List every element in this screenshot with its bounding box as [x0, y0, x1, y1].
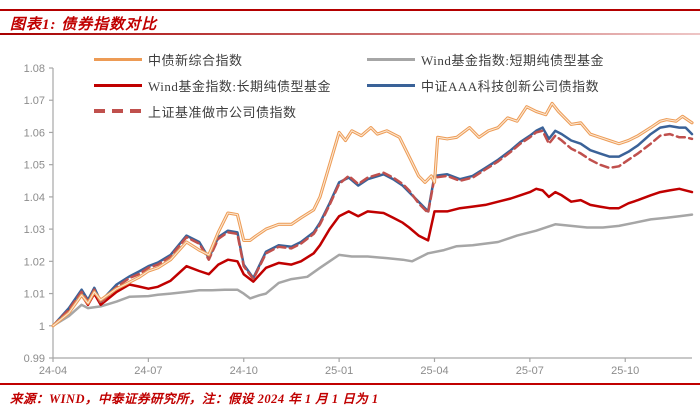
series-line-3	[51, 124, 694, 328]
chart-legend: 中债新综合指数 Wind基金指数:短期纯债型基金 Wind基金指数:长期纯债型基金 中…	[94, 46, 604, 124]
y-tick-label: 1.06	[24, 127, 45, 139]
legend-line-swatch	[94, 83, 142, 87]
y-tick-label: 1	[39, 321, 45, 333]
legend-dashed-line-swatch	[94, 109, 142, 113]
legend-line-swatch	[367, 57, 415, 61]
legend-line-swatch	[94, 57, 142, 61]
legend-label: 中证AAA科技创新公司债指数	[421, 78, 600, 94]
figure-title: 图表1: 债券指数对比	[10, 17, 158, 33]
legend-item-0: 中债新综合指数	[94, 50, 367, 69]
y-tick-label: 0.99	[24, 353, 45, 365]
series-line-0	[51, 101, 694, 328]
y-tick-label: 1.01	[24, 289, 45, 301]
legend-item-2: Wind基金指数:长期纯债型基金	[94, 76, 367, 95]
series-line-core-0	[52, 102, 693, 327]
top-divider	[0, 9, 700, 11]
x-tick-label: 24-10	[230, 365, 258, 377]
y-tick-label: 1.04	[24, 192, 45, 204]
legend-label: Wind基金指数:短期纯债型基金	[421, 52, 604, 68]
legend-label: Wind基金指数:长期纯债型基金	[148, 78, 331, 94]
x-tick-label: 25-07	[516, 365, 544, 377]
x-tick-label: 24-07	[134, 365, 162, 377]
legend-item-3: 中证AAA科技创新公司债指数	[367, 76, 604, 95]
legend-item-4: 上证基准做市公司债指数	[94, 102, 367, 121]
y-tick-label: 1.08	[24, 63, 45, 75]
legend-item-1: Wind基金指数:短期纯债型基金	[367, 50, 604, 69]
legend-label: 上证基准做市公司债指数	[148, 104, 297, 120]
x-tick-label: 25-01	[325, 365, 353, 377]
series-line-4	[51, 129, 694, 328]
source-note: 来源：WIND，中泰证券研究所，注：假设 2024 年 1 月 1 日为 1	[10, 392, 379, 405]
x-tick-label: 24-04	[39, 365, 67, 377]
series-line-2	[51, 187, 694, 328]
x-tick-label: 25-10	[611, 365, 639, 377]
x-tick-label: 25-04	[420, 365, 448, 377]
series-line-1	[51, 213, 694, 328]
title-underline	[0, 33, 700, 35]
y-tick-label: 1.02	[24, 256, 45, 268]
y-tick-label: 1.03	[24, 224, 45, 236]
footer-divider	[0, 383, 700, 385]
legend-label: 中债新综合指数	[148, 52, 243, 68]
legend-line-swatch	[367, 83, 415, 87]
y-tick-label: 1.05	[24, 160, 45, 172]
y-tick-label: 1.07	[24, 95, 45, 107]
